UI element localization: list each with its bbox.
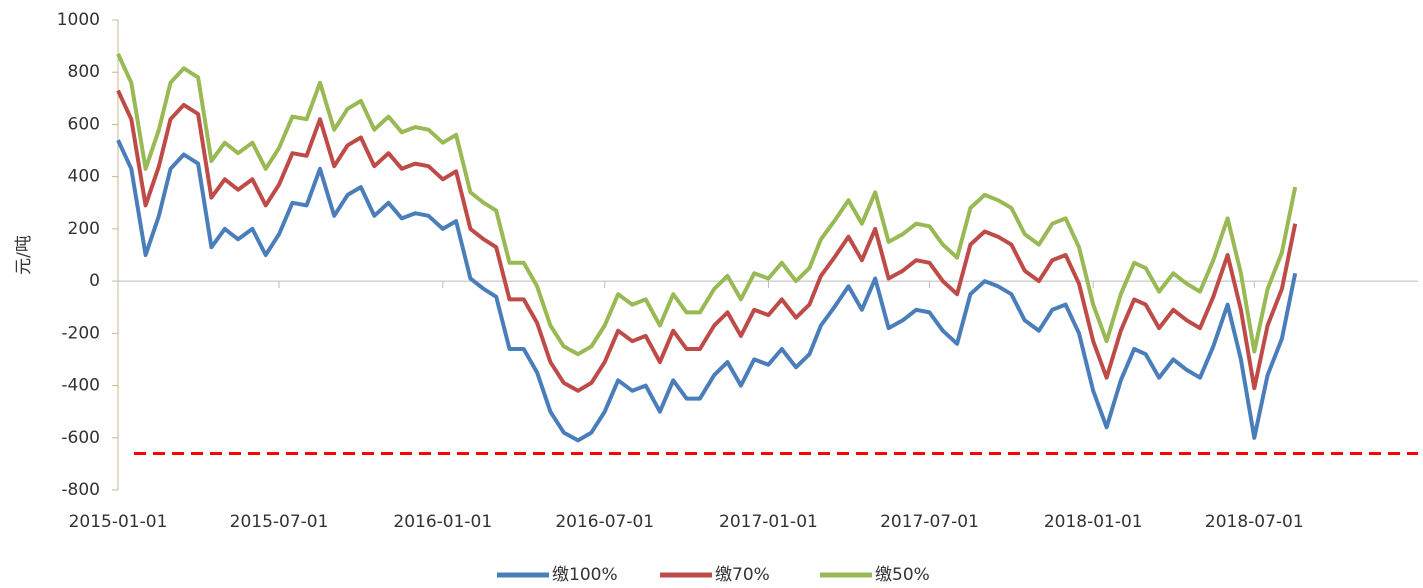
x-tick-label: 2017-01-01 <box>719 512 818 532</box>
series-line <box>116 139 1298 443</box>
y-tick-label: 400 <box>68 167 100 187</box>
legend-label: 缴50% <box>875 565 930 584</box>
y-tick-label: -800 <box>61 480 100 500</box>
x-tick-label: 2015-07-01 <box>230 512 329 532</box>
y-tick-label: 800 <box>68 62 100 82</box>
x-tick-label: 2016-07-01 <box>555 512 654 532</box>
series-line <box>116 89 1298 393</box>
y-tick-label: -400 <box>61 376 100 396</box>
y-tick-label: 1000 <box>57 10 100 30</box>
y-axis-label: 元/吨 <box>14 235 34 275</box>
series-line <box>116 53 1298 357</box>
x-tick-label: 2018-01-01 <box>1044 512 1143 532</box>
x-tick-label: 2016-01-01 <box>393 512 492 532</box>
x-tick-label: 2015-01-01 <box>69 512 168 532</box>
legend-label: 缴100% <box>552 565 618 584</box>
x-tick-label: 2018-07-01 <box>1205 512 1304 532</box>
y-tick-label: -600 <box>61 428 100 448</box>
y-tick-label: 200 <box>68 219 100 239</box>
y-tick-label: 0 <box>89 271 100 291</box>
x-tick-label: 2017-07-01 <box>880 512 979 532</box>
y-tick-label: 600 <box>68 114 100 134</box>
y-tick-label: -200 <box>61 323 100 343</box>
legend-label: 缴70% <box>715 565 770 584</box>
